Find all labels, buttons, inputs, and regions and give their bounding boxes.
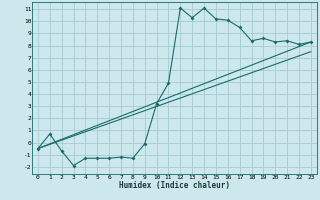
X-axis label: Humidex (Indice chaleur): Humidex (Indice chaleur) bbox=[119, 181, 230, 190]
